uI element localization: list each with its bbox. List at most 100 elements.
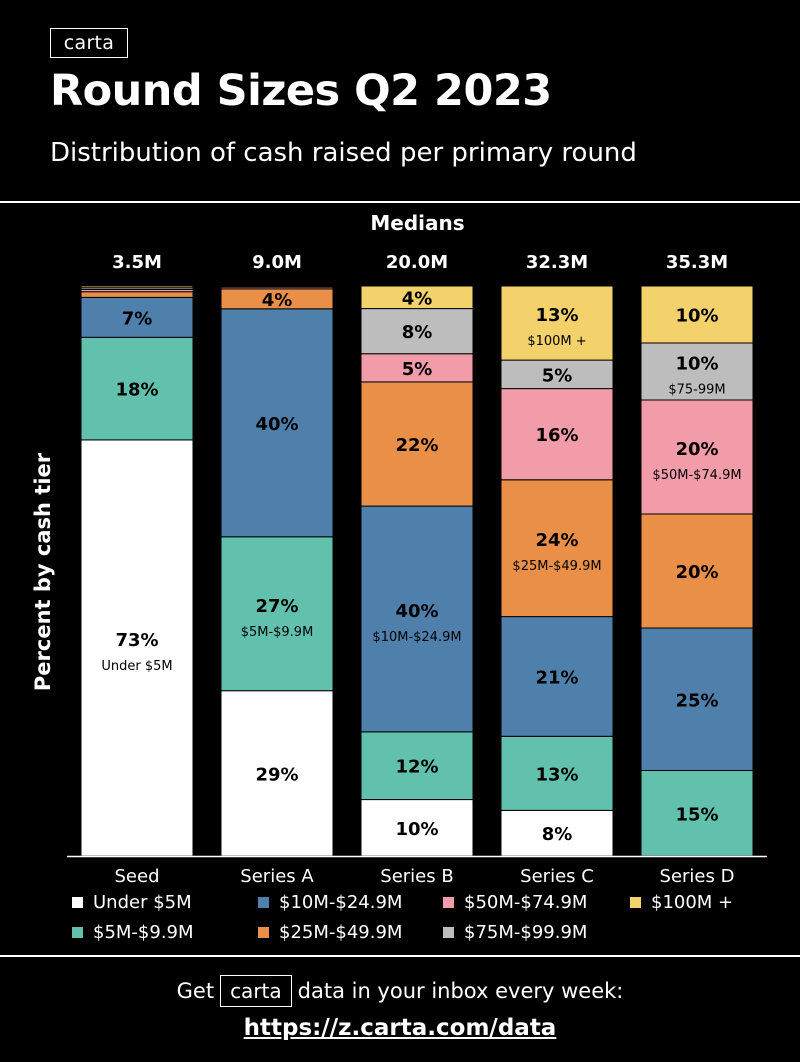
median-value: 20.0M	[386, 252, 448, 273]
data-label: 10%	[675, 354, 718, 375]
legend-swatch	[72, 927, 83, 938]
page-subtitle: Distribution of cash raised per primary …	[50, 138, 637, 168]
data-label: 7%	[122, 308, 153, 329]
legend-item: $25M-$49.9M	[258, 922, 402, 943]
data-label: 5%	[542, 365, 573, 386]
legend-label: $25M-$49.9M	[279, 922, 403, 943]
bar-segment	[360, 308, 474, 355]
legend-label: Under $5M	[93, 892, 192, 913]
data-label: 20%	[675, 439, 718, 460]
tier-sublabel: Under $5M	[101, 659, 172, 674]
footer-tail-text: data in your inbox every week:	[297, 979, 624, 1003]
data-label: 25%	[675, 690, 718, 711]
bar-segment	[500, 388, 614, 481]
data-label: 10%	[675, 306, 718, 327]
tier-sublabel: $10M-$24.9M	[372, 630, 461, 645]
stacked-bar-chart: 73% Under $5M 18% 7% 3.5M Seed 29% 27% $5M-$9.9M…	[67, 252, 767, 887]
bar-segment	[640, 342, 754, 401]
bar-segment	[360, 381, 474, 507]
bottom-divider	[0, 955, 800, 957]
legend-item: $50M-$74.9M	[443, 892, 587, 913]
legend-swatch	[443, 927, 454, 938]
bar-segment	[80, 285, 194, 289]
x-tick-label: Series D	[660, 866, 735, 887]
medians-heading: Medians	[370, 211, 465, 235]
bar-segment	[80, 296, 194, 338]
median-value: 32.3M	[526, 252, 588, 273]
x-tick-label: Series C	[520, 866, 594, 887]
bar-segment	[360, 353, 474, 383]
chart-legend: Under $5M $10M-$24.9M $50M-$74.9M $100M …	[0, 892, 800, 952]
data-label: 40%	[395, 601, 438, 622]
data-label: 20%	[675, 562, 718, 583]
tier-sublabel: $100M +	[527, 334, 586, 349]
data-label: 73%	[115, 630, 158, 651]
tier-sublabel: $75-99M	[668, 383, 725, 398]
legend-item: Under $5M	[72, 892, 192, 913]
data-label: 4%	[402, 288, 433, 309]
tier-sublabel: $25M-$49.9M	[512, 559, 601, 574]
bar-segment	[360, 285, 474, 310]
carta-logo: carta	[50, 28, 128, 58]
bar-segment	[220, 690, 334, 857]
bar-segment	[360, 505, 474, 733]
legend-swatch	[443, 897, 454, 908]
data-label: 29%	[255, 764, 298, 785]
bar-segment	[640, 513, 754, 629]
bar-segment	[80, 291, 194, 298]
bar-segment	[220, 536, 334, 692]
data-label: 18%	[115, 380, 158, 401]
data-label: 5%	[402, 359, 433, 380]
legend-label: $75M-$99.9M	[464, 922, 588, 943]
data-label: 40%	[255, 414, 298, 435]
x-tick-label: Series A	[240, 866, 314, 887]
bar-segment	[220, 285, 334, 288]
data-label: 8%	[542, 824, 573, 845]
legend-label: $50M-$74.9M	[464, 892, 588, 913]
bar-segment	[500, 735, 614, 811]
median-value: 3.5M	[112, 252, 162, 273]
bar-segment	[220, 308, 334, 538]
data-label: 15%	[675, 804, 718, 825]
legend-swatch	[258, 927, 269, 938]
legend-item: $10M-$24.9M	[258, 892, 402, 913]
data-label: 10%	[395, 819, 438, 840]
x-tick-label: Series B	[380, 866, 453, 887]
bar-segment	[640, 399, 754, 515]
median-value: 35.3M	[666, 252, 728, 273]
data-label: 12%	[395, 757, 438, 778]
data-label: 8%	[402, 322, 433, 343]
data-label: 13%	[535, 764, 578, 785]
footer-carta-logo: carta	[220, 975, 292, 1007]
bar-segment	[80, 336, 194, 441]
bar-segment	[500, 479, 614, 618]
footer-get-text: Get	[176, 979, 215, 1003]
bar-segment	[360, 799, 474, 857]
footer-link[interactable]: https://z.carta.com/data	[243, 1015, 557, 1041]
tier-sublabel: $50M-$74.9M	[652, 468, 741, 483]
legend-label: $10M-$24.9M	[279, 892, 403, 913]
data-label: 4%	[262, 290, 293, 311]
x-tick-label: Seed	[115, 866, 160, 887]
legend-item: $75M-$99.9M	[443, 922, 587, 943]
bar-segment	[500, 809, 614, 857]
legend-item: $5M-$9.9M	[72, 922, 194, 943]
data-label: 13%	[535, 305, 578, 326]
page-title: Round Sizes Q2 2023	[50, 66, 552, 116]
legend-swatch	[258, 897, 269, 908]
tier-sublabel: $5M-$9.9M	[241, 625, 314, 640]
data-label: 16%	[535, 425, 578, 446]
legend-item: $100M +	[630, 892, 733, 913]
bar-segment	[500, 359, 614, 390]
bar-segment	[80, 439, 194, 857]
legend-swatch	[72, 897, 83, 908]
median-value: 9.0M	[252, 252, 302, 273]
data-label: 22%	[395, 435, 438, 456]
bar-segment	[500, 616, 614, 737]
bar-segment	[640, 285, 754, 344]
legend-swatch	[630, 897, 641, 908]
footer-promo: Get carta data in your inbox every week:	[0, 975, 800, 1007]
data-label: 27%	[255, 596, 298, 617]
bar-segment	[500, 285, 614, 361]
bar-segment	[640, 627, 754, 771]
